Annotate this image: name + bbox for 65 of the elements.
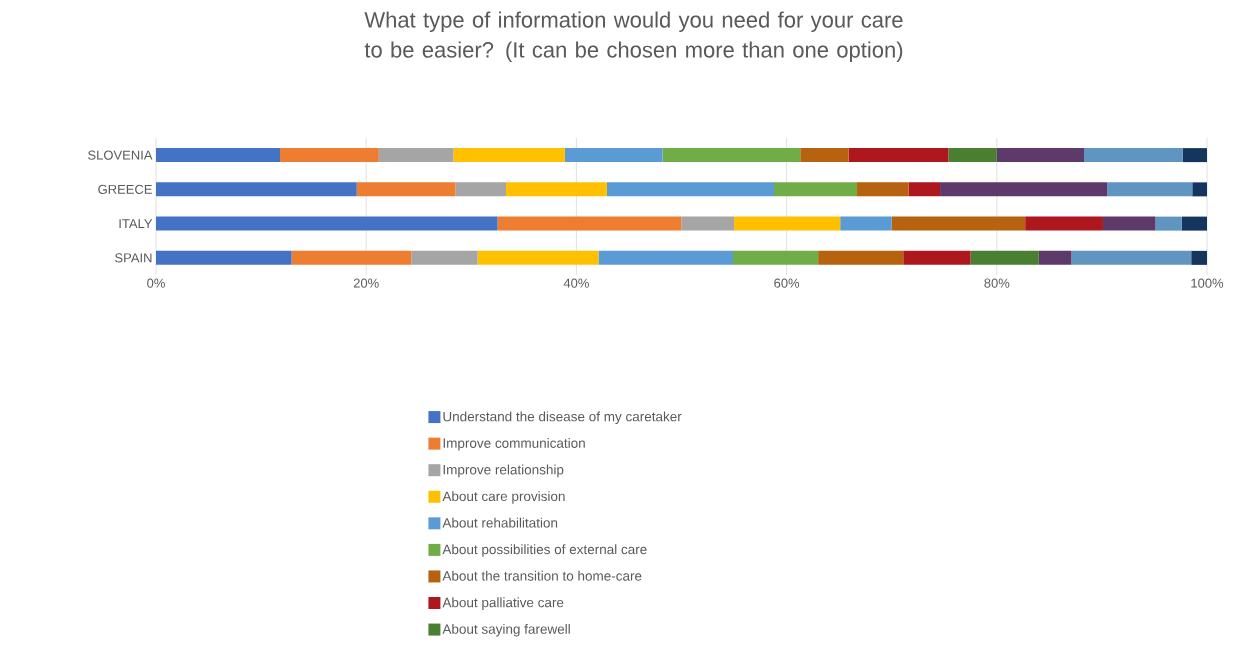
bar — [1038, 250, 1072, 265]
bar — [681, 216, 735, 231]
legend-label: About palliative care — [442, 597, 564, 610]
bar — [970, 250, 1039, 265]
bar — [1107, 182, 1193, 197]
bar — [606, 182, 774, 197]
legend-label: Understand the disease of my caretaker — [443, 411, 682, 425]
chart-title: What type of information would you need for your care to be easier? (It can be chosen more than one option) — [364, 11, 903, 63]
bar — [280, 148, 379, 163]
bar — [800, 148, 849, 163]
bar — [598, 250, 734, 265]
bar — [1191, 250, 1207, 265]
y-tick-label: GREECE — [98, 184, 152, 194]
bar — [378, 148, 454, 163]
legend-label: About possibilities of external care — [442, 544, 647, 557]
bar — [156, 182, 357, 197]
y-tick-label: ITALY — [119, 219, 153, 229]
legend-label: Improve relationship — [443, 464, 564, 478]
bar — [662, 148, 801, 163]
bar — [1181, 216, 1207, 231]
bar — [848, 148, 949, 163]
bar — [1102, 216, 1156, 231]
bar — [1084, 148, 1183, 163]
bar — [840, 216, 892, 231]
x-tick-label: 100% — [1191, 278, 1224, 288]
bar — [291, 250, 412, 265]
legend-label: Improve communication — [443, 438, 585, 451]
bar — [505, 182, 607, 197]
bar — [453, 148, 565, 163]
bar — [156, 216, 498, 231]
x-tick-label: 80% — [984, 278, 1010, 288]
bar — [497, 216, 682, 231]
bar — [908, 182, 941, 197]
bar — [564, 148, 663, 163]
bar — [774, 182, 858, 197]
x-tick-label: 40% — [563, 278, 589, 288]
bar — [940, 182, 1108, 197]
bar — [411, 250, 478, 265]
legend-label: About rehabilitation — [442, 517, 558, 528]
bar — [1155, 216, 1182, 231]
x-tick-label: 60% — [774, 278, 800, 288]
bar — [857, 182, 909, 197]
bar — [733, 250, 819, 265]
legend-label: About saying farewell — [442, 623, 570, 637]
bar — [818, 250, 904, 265]
bar — [948, 148, 997, 163]
y-tick-label: SLOVENIA — [88, 150, 153, 160]
bar — [1182, 148, 1207, 163]
bar — [996, 148, 1085, 163]
bar — [903, 250, 971, 265]
legend-label: About care provision — [442, 491, 565, 504]
legend-label: About the transition to home-care — [442, 570, 642, 581]
bar — [156, 148, 281, 163]
bar — [356, 182, 456, 197]
bar — [891, 216, 1026, 231]
y-tick-label: SPAIN — [115, 253, 152, 263]
bar — [1192, 182, 1207, 197]
bar — [1025, 216, 1103, 231]
x-tick-label: 20% — [353, 278, 379, 288]
bar — [734, 216, 841, 231]
bar — [156, 250, 292, 265]
bar — [1071, 250, 1192, 265]
bar — [477, 250, 599, 265]
x-tick-label: 0% — [147, 278, 165, 288]
bar — [455, 182, 506, 197]
